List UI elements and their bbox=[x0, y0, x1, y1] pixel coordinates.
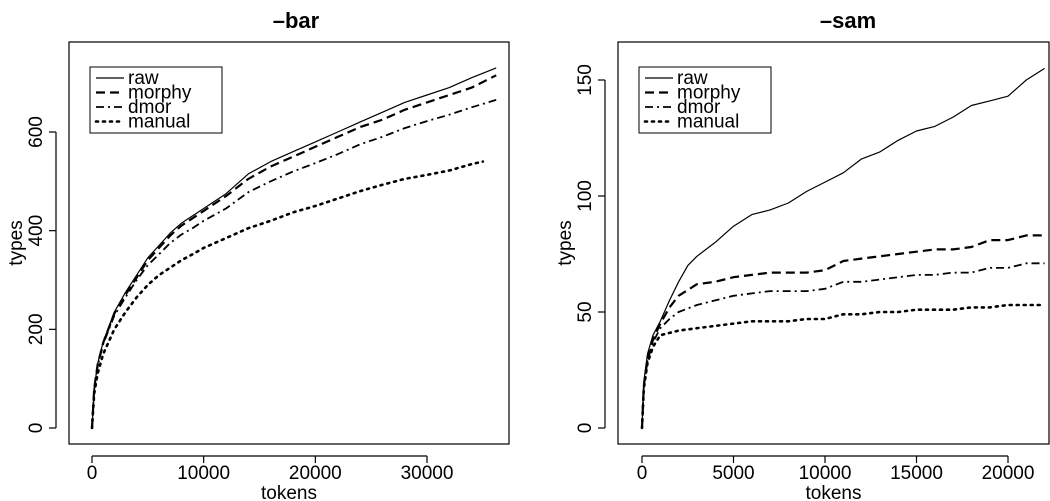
y-tick-label: 200 bbox=[26, 313, 47, 345]
x-tick-label: 10000 bbox=[177, 463, 230, 484]
series-line-morphy bbox=[90, 74, 497, 429]
series-group bbox=[640, 67, 1046, 430]
plot-frame bbox=[68, 41, 510, 445]
x-axis-label: tokens bbox=[261, 483, 317, 501]
x-tick-label: 0 bbox=[637, 463, 648, 484]
series-line-raw bbox=[91, 67, 497, 429]
y-tick-label: 150 bbox=[575, 64, 596, 96]
x-tick-label: 10000 bbox=[799, 463, 852, 484]
x-tick-label: 0 bbox=[87, 463, 98, 484]
plot-frame bbox=[617, 41, 1050, 445]
legend-label-manual: manual bbox=[128, 112, 190, 133]
y-tick-label: 0 bbox=[575, 423, 596, 434]
legend-label-raw: raw bbox=[128, 68, 159, 89]
y-tick-label: 0 bbox=[26, 423, 47, 434]
y-axis-label: types bbox=[555, 220, 576, 265]
x-axis: 0 5000 10000 15000 20000 tokens bbox=[637, 455, 1035, 501]
x-axis: 0 10000 20000 30000 tokens bbox=[87, 455, 454, 501]
y-tick-label: 400 bbox=[26, 215, 47, 247]
y-tick-label: 50 bbox=[575, 301, 596, 322]
x-tick-label: 15000 bbox=[890, 463, 943, 484]
y-axis-label: types bbox=[6, 220, 27, 265]
y-tick-label: 100 bbox=[575, 180, 596, 212]
series-group bbox=[90, 67, 497, 430]
y-axis: 0 200 400 600 types bbox=[6, 116, 57, 434]
x-tick-label: 20000 bbox=[289, 463, 342, 484]
series-line-raw bbox=[641, 67, 1045, 429]
series-line-dmor bbox=[91, 99, 497, 429]
series-line-morphy bbox=[640, 234, 1045, 429]
series-line-dmor bbox=[641, 262, 1045, 429]
series-line-manual bbox=[90, 160, 485, 430]
legend-label-dmor: dmor bbox=[677, 97, 721, 118]
legend-label-dmor: dmor bbox=[128, 97, 172, 118]
legend-label-manual: manual bbox=[677, 112, 739, 133]
y-axis: 0 50 100 150 types bbox=[555, 64, 606, 434]
legend-label-morphy: morphy bbox=[128, 83, 192, 104]
chart-title: –sam bbox=[820, 8, 876, 33]
x-tick-label: 5000 bbox=[712, 463, 754, 484]
x-axis-label: tokens bbox=[806, 483, 862, 501]
x-tick-label: 30000 bbox=[401, 463, 454, 484]
legend-label-morphy: morphy bbox=[677, 83, 741, 104]
y-tick-label: 600 bbox=[26, 116, 47, 148]
panel-sam: –sam 0 5000 10000 15000 20000 tokens 0 50 100 150 t… bbox=[555, 8, 1050, 501]
series-line-manual bbox=[640, 303, 1046, 430]
panel-bar: –bar 0 10000 20000 30000 tokens 0 200 400 600 type… bbox=[6, 8, 510, 501]
x-tick-label: 20000 bbox=[982, 463, 1035, 484]
legend-label-raw: raw bbox=[677, 68, 708, 89]
chart-title: –bar bbox=[273, 8, 320, 33]
